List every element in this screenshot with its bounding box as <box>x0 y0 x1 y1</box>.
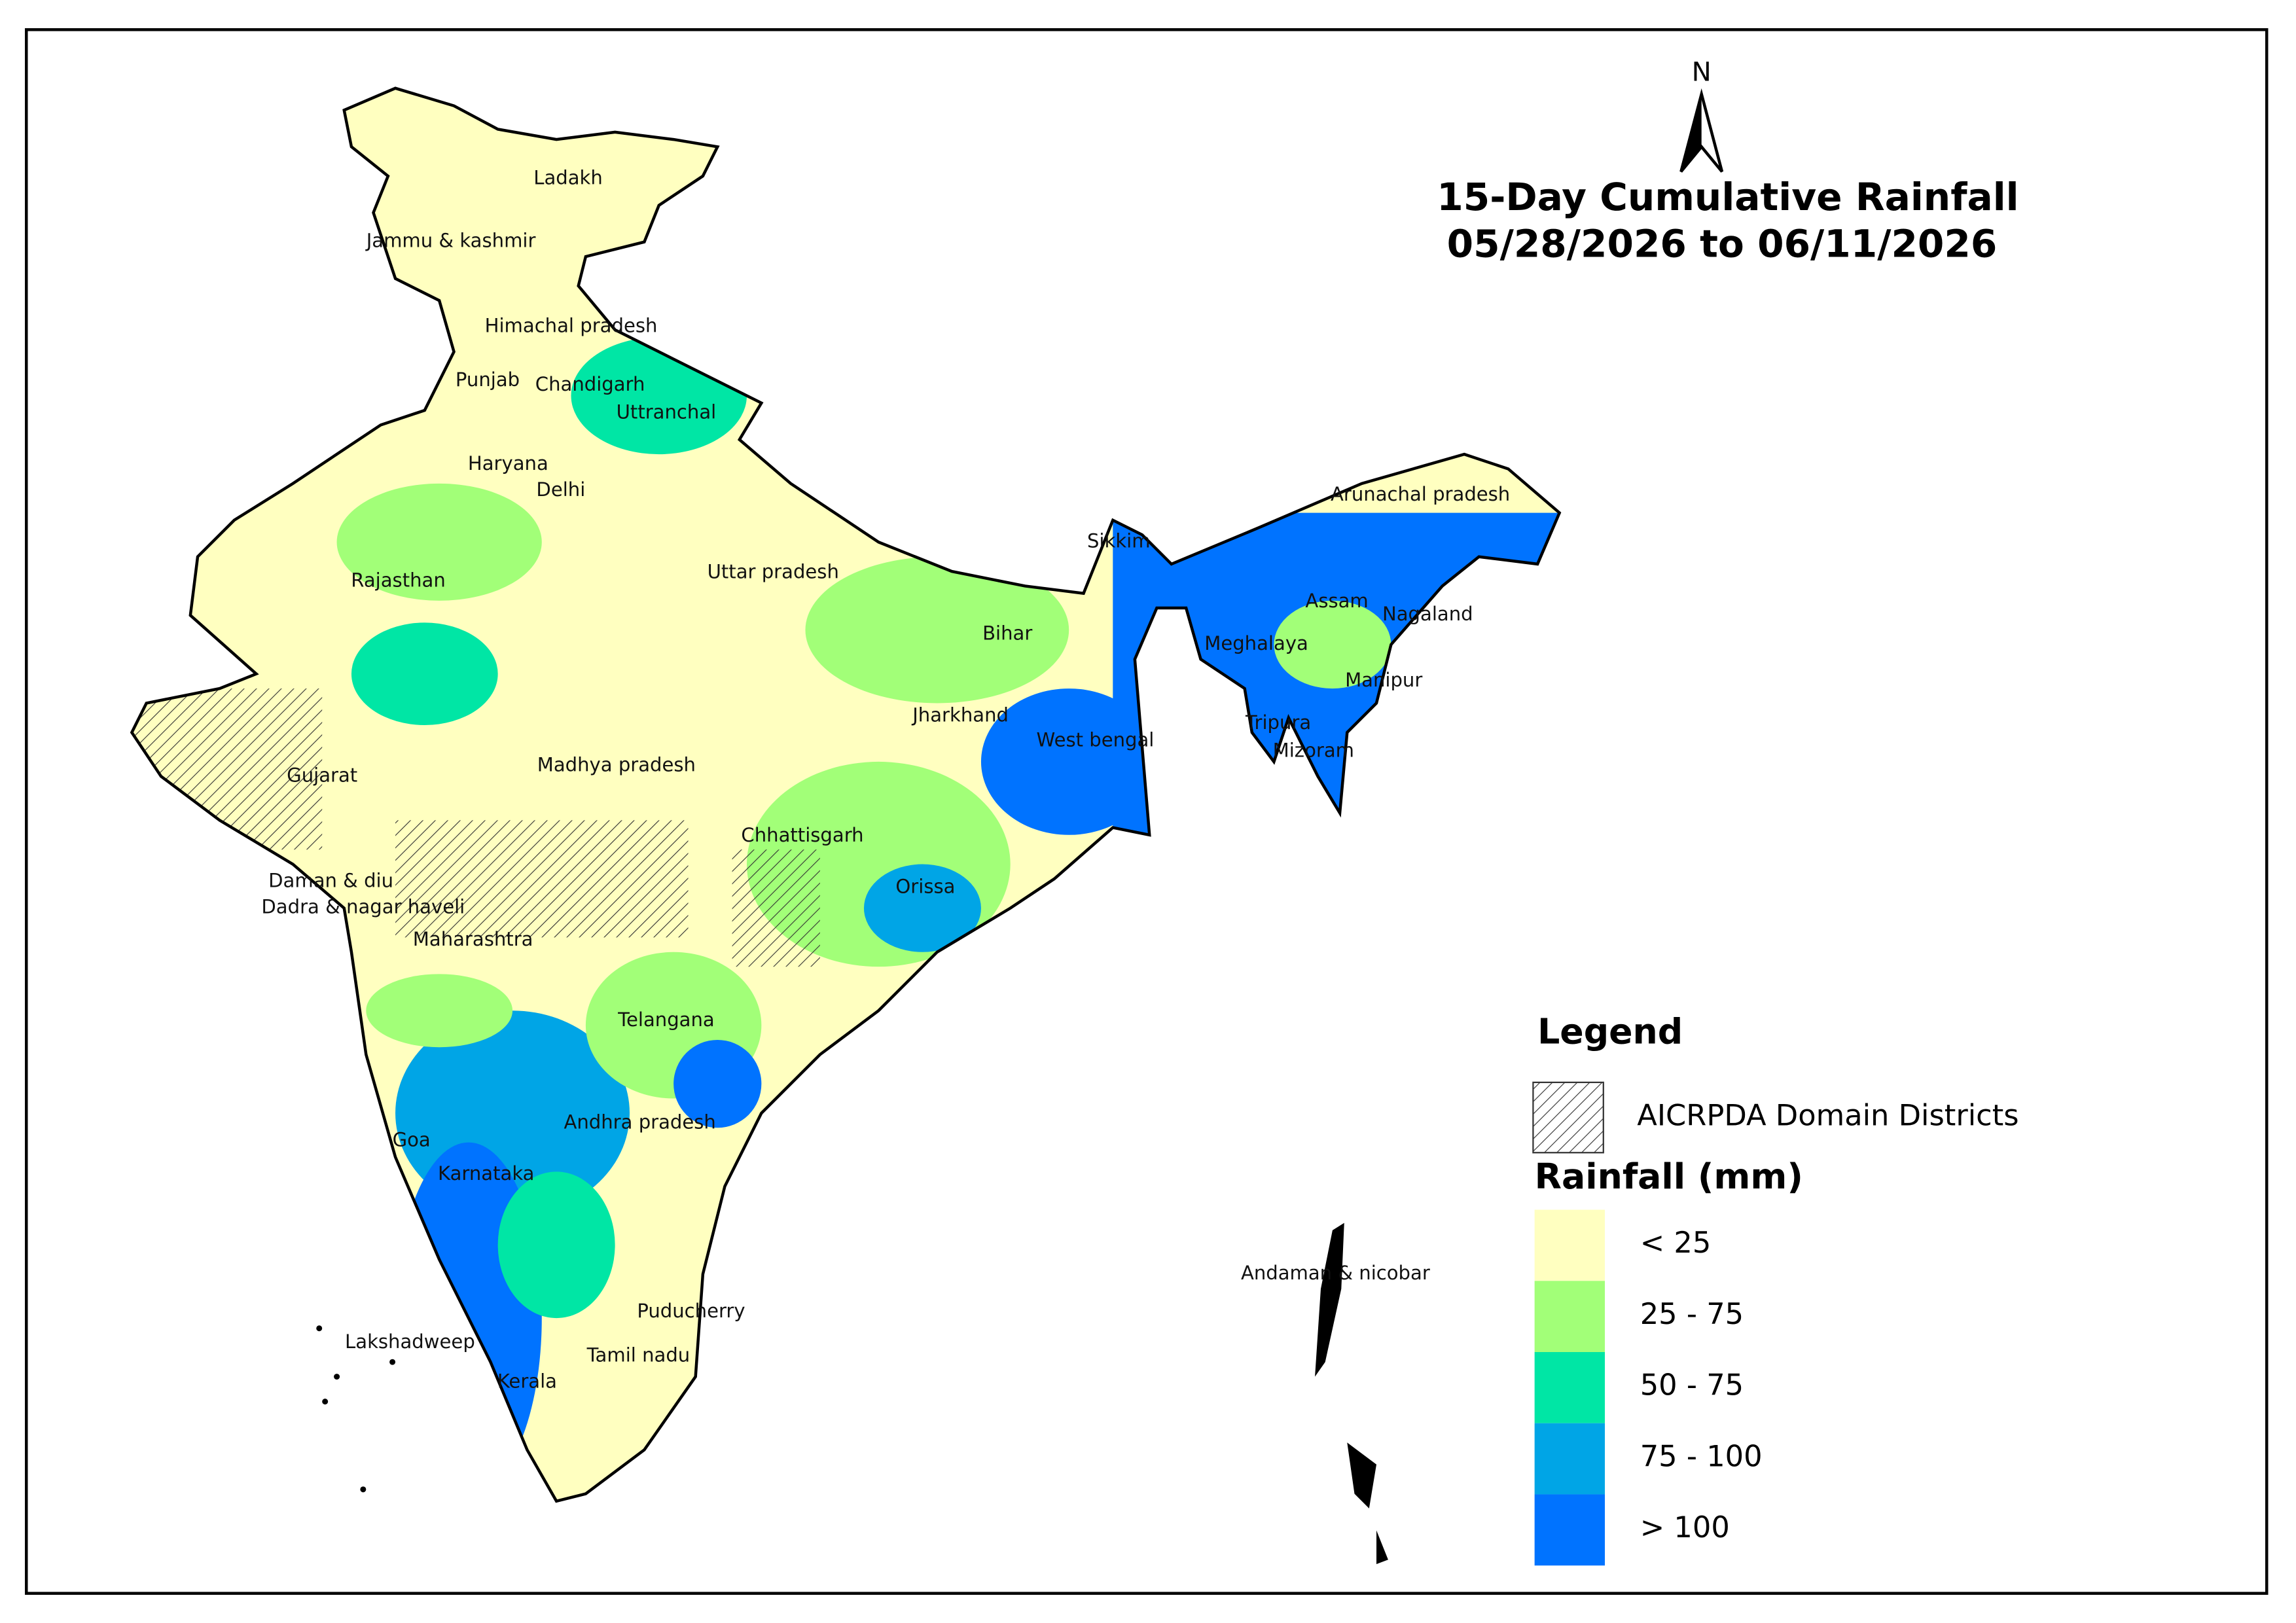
state-label: Telangana <box>617 1008 715 1031</box>
state-label: Andhra pradesh <box>564 1111 715 1133</box>
legend-class-label: 50 - 75 <box>1640 1368 1744 1402</box>
state-label: Orissa <box>895 875 955 897</box>
legend-subtitle: Rainfall (mm) <box>1535 1156 1803 1197</box>
legend-title: Legend <box>1537 1011 1683 1052</box>
legend-class-label: 25 - 75 <box>1640 1296 1744 1331</box>
state-label: Delhi <box>536 478 585 501</box>
legend-class-label: > 100 <box>1640 1510 1730 1544</box>
legend-classes: < 25 25 - 75 50 - 75 75 - 100 > 100 <box>1534 1209 1763 1566</box>
state-label: Andaman & nicobar <box>1241 1262 1430 1284</box>
state-label: Maharashtra <box>413 928 533 950</box>
state-label: Puducherry <box>637 1300 745 1322</box>
state-label: Sikkim <box>1087 529 1151 552</box>
state-label: Bihar <box>982 622 1032 644</box>
state-label: Karnataka <box>438 1162 534 1185</box>
state-label: Gujarat <box>287 764 357 786</box>
state-label: Lakshadweep <box>345 1330 475 1353</box>
legend-swatch <box>1534 1423 1605 1495</box>
state-label: Himachal pradesh <box>485 314 658 336</box>
state-label: West bengal <box>1037 729 1155 751</box>
legend-swatch <box>1534 1351 1605 1423</box>
title: 15-Day Cumulative Rainfall <box>1437 175 2018 219</box>
state-labels: Ladakh Jammu & kashmir Himachal pradesh Pun… <box>261 167 1510 1393</box>
legend-swatch <box>1534 1209 1605 1281</box>
title: 05/28/2026 to 06/11/2026 <box>1447 222 1998 266</box>
state-label: Chandigarh <box>535 373 645 395</box>
state-label: Meghalaya <box>1204 632 1308 654</box>
state-label: Nagaland <box>1382 603 1473 625</box>
state-label: Haryana <box>468 452 548 474</box>
state-label: Uttar pradesh <box>708 560 839 582</box>
state-label: Assam <box>1305 590 1368 612</box>
state-label: Uttranchal <box>617 401 717 423</box>
legend-swatch <box>1534 1281 1605 1352</box>
state-label: Daman & diu <box>268 869 393 891</box>
legend-hatch <box>1532 1081 1604 1154</box>
legend-class-label: < 25 <box>1640 1225 1712 1260</box>
state-label: Jharkhand <box>911 704 1009 726</box>
state-label: Mizoram <box>1273 739 1354 761</box>
state-label: Goa <box>393 1128 431 1150</box>
legend-label: AICRPDA Domain Districts <box>1637 1098 2018 1133</box>
state-label: Rajasthan <box>351 569 446 592</box>
north-label: N <box>1692 57 1712 87</box>
state-label: Arunachal pradesh <box>1331 483 1510 505</box>
frame <box>25 28 2269 1595</box>
legend-class-label: 75 - 100 <box>1640 1438 1763 1473</box>
state-label: Madhya pradesh <box>537 754 696 776</box>
state-label: Tamil nadu <box>586 1344 691 1366</box>
state-label: Jammu & kashmir <box>365 230 536 252</box>
state-label: Tripura <box>1245 711 1311 734</box>
state-label: Ladakh <box>533 167 603 189</box>
islands <box>1315 1222 1388 1564</box>
state-label: Manipur <box>1345 669 1422 691</box>
state-label: Punjab <box>456 368 520 391</box>
state-label: Dadra & nagar haveli <box>261 896 465 918</box>
state-label: Kerala <box>497 1370 557 1393</box>
legend-swatch <box>1534 1494 1605 1566</box>
state-label: Chhattisgarh <box>741 824 863 846</box>
